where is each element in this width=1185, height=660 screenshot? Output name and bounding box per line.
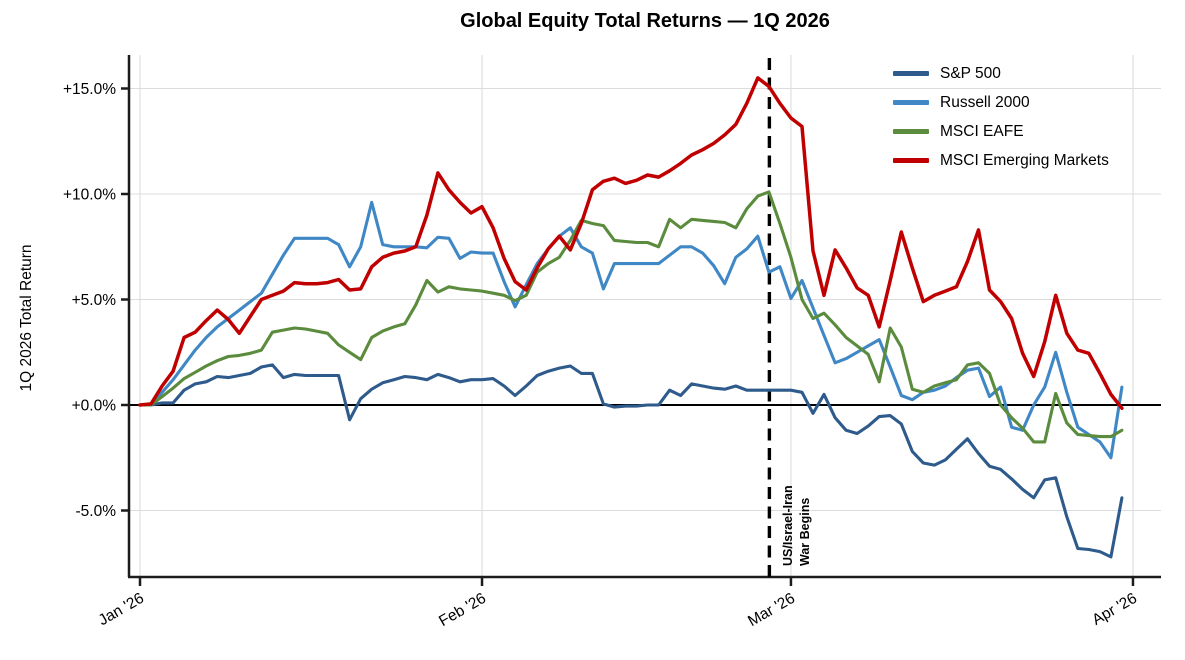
y-tick-label: +15.0% (63, 81, 116, 98)
y-axis-label: 1Q 2026 Total Return (18, 244, 35, 392)
legend-item: S&P 500 (893, 63, 1109, 84)
event-annotation-line-1: US/Israel-Iran (780, 485, 795, 566)
legend-label: MSCI Emerging Markets (940, 151, 1109, 169)
x-tick-label: Jan '26 (96, 590, 147, 629)
series-line-msci-eafe (138, 190, 1124, 444)
legend-swatch (893, 100, 929, 105)
y-tick-label: +0.0% (72, 398, 117, 415)
legend-label: S&P 500 (940, 64, 1001, 82)
series-line-msci-emerging-markets (138, 76, 1124, 410)
legend-item: Russell 2000 (893, 92, 1109, 113)
y-tick-label: -5.0% (76, 503, 117, 520)
event-annotation-line-2: War Begins (797, 497, 812, 566)
x-tick-label: Feb '26 (436, 590, 489, 630)
x-tick-label: Apr '26 (1089, 590, 1140, 629)
event-annotation: US/Israel-Iran War Begins (780, 485, 814, 566)
legend-label: MSCI EAFE (940, 122, 1024, 140)
legend: S&P 500 Russell 2000 MSCI EAFE MSCI Emergin… (893, 63, 1109, 171)
y-tick-label: +5.0% (72, 292, 117, 309)
legend-item: MSCI EAFE (893, 121, 1109, 142)
legend-item: MSCI Emerging Markets (893, 150, 1109, 171)
legend-swatch (893, 71, 929, 76)
legend-swatch (893, 129, 929, 134)
legend-label: Russell 2000 (940, 93, 1030, 111)
chart-title: Global Equity Total Returns — 1Q 2026 (460, 10, 830, 32)
series-line-s-p-500 (138, 363, 1124, 559)
x-tick-label: Mar '26 (745, 590, 798, 630)
legend-swatch (893, 158, 929, 163)
y-tick-label: +10.0% (63, 187, 116, 204)
